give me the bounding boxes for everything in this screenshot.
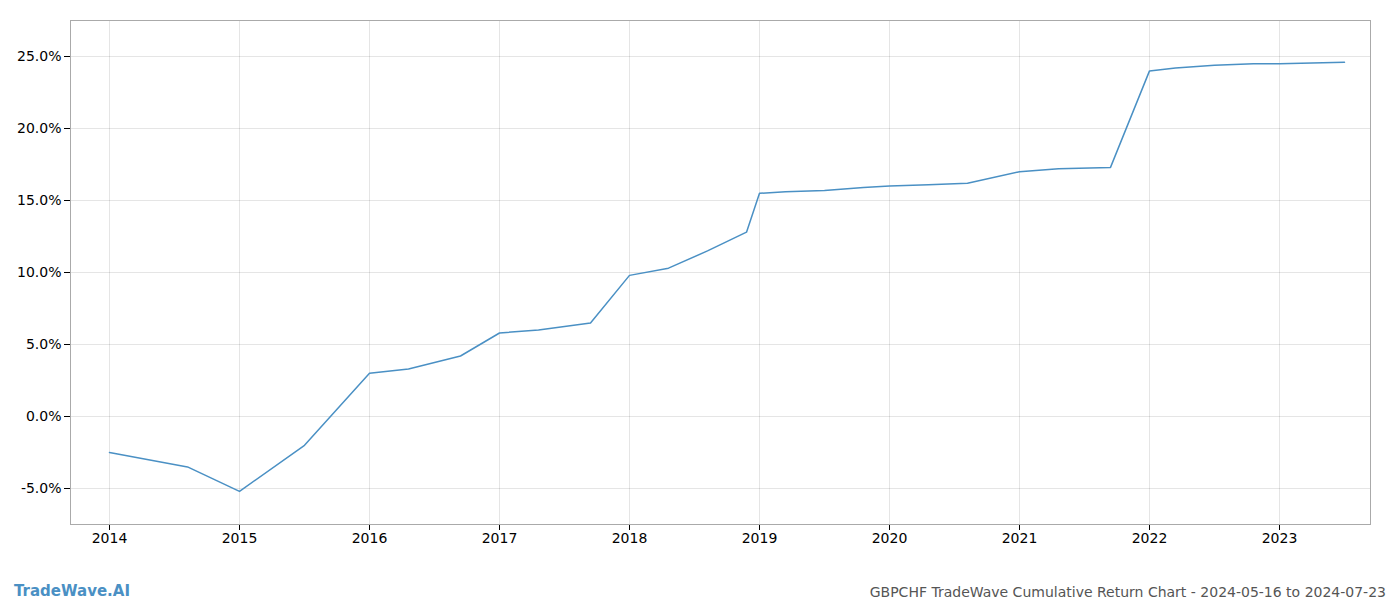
- svg-text:2019: 2019: [742, 530, 778, 546]
- svg-text:25.0%: 25.0%: [17, 48, 61, 64]
- svg-text:10.0%: 10.0%: [17, 264, 61, 280]
- svg-text:2017: 2017: [482, 530, 518, 546]
- html-text:TradeWave.AI: TradeWave.AI: [14, 582, 130, 600]
- svg-text:2021: 2021: [1002, 530, 1038, 546]
- svg-text:20.0%: 20.0%: [17, 120, 61, 136]
- svg-text:2022: 2022: [1132, 530, 1168, 546]
- svg-text:2014: 2014: [92, 530, 128, 546]
- html-text:GBPCHF TradeWave Cumulative Re: GBPCHF TradeWave Cumulative Return Chart…: [869, 584, 1386, 600]
- svg-text:0.0%: 0.0%: [26, 408, 62, 424]
- svg-text:-5.0%: -5.0%: [21, 480, 62, 496]
- svg-text:2023: 2023: [1262, 530, 1298, 546]
- svg-text:2016: 2016: [352, 530, 388, 546]
- svg-text:5.0%: 5.0%: [26, 336, 62, 352]
- svg-text:2018: 2018: [612, 530, 648, 546]
- svg-text:15.0%: 15.0%: [17, 192, 61, 208]
- svg-text:2020: 2020: [872, 530, 908, 546]
- svg-text:2015: 2015: [222, 530, 258, 546]
